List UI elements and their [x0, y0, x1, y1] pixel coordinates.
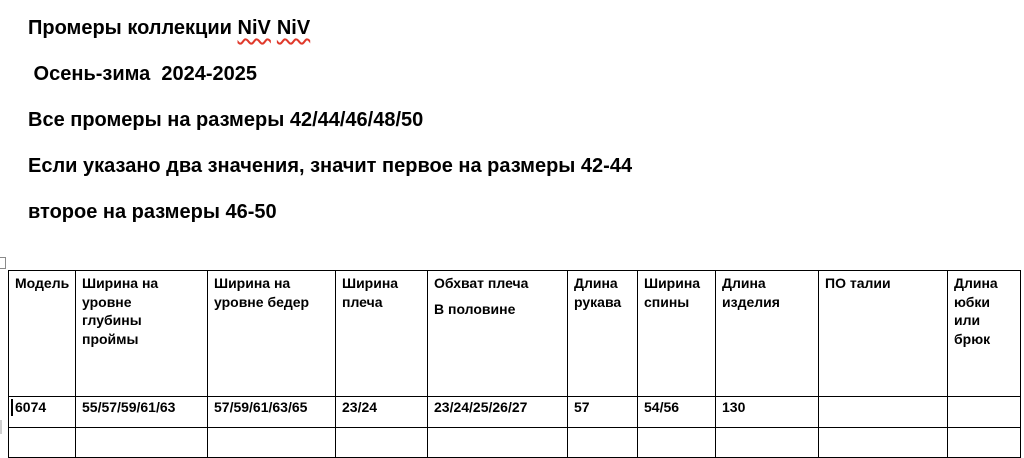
cell-sleeve-length[interactable]: 57 — [567, 396, 638, 428]
cell-waist[interactable] — [818, 396, 948, 428]
doc-season-line[interactable]: Осень-зима 2024-2025 — [28, 63, 258, 85]
cell-back-width[interactable]: 54/56 — [637, 396, 716, 428]
col-header-back-width[interactable]: Ширина спины — [637, 270, 716, 397]
page-edge-mark — [0, 420, 2, 434]
table-header-row: Модель Ширина на уровне глубины проймы Ш… — [8, 270, 1021, 397]
cell-hip-width[interactable]: 57/59/61/63/65 — [207, 396, 336, 428]
col-header-shoulder-width[interactable]: Ширина плеча — [335, 270, 428, 397]
cell-skirt-length[interactable] — [947, 396, 1021, 428]
cell-armhole-width[interactable]: 55/57/59/61/63 — [75, 396, 208, 428]
col-header-waist[interactable]: ПО талии — [818, 270, 948, 397]
empty-cell[interactable] — [637, 427, 716, 458]
empty-cell[interactable] — [75, 427, 208, 458]
empty-cell[interactable] — [335, 427, 428, 458]
cell-arm-girth[interactable]: 23/24/25/26/27 — [427, 396, 568, 428]
doc-note-line-2[interactable]: второе на размеры 46-50 — [28, 201, 277, 223]
doc-note-line-1[interactable]: Если указано два значения, значит первое… — [28, 155, 633, 177]
empty-cell[interactable] — [567, 427, 638, 458]
col-header-skirt-length[interactable]: Длина юбки или брюк — [947, 270, 1021, 397]
table-next-row-clipped — [8, 427, 1021, 458]
measurements-table: Модель Ширина на уровне глубины проймы Ш… — [8, 270, 1021, 458]
empty-cell[interactable] — [947, 427, 1021, 458]
cell-shoulder-width[interactable]: 23/24 — [335, 396, 428, 428]
cell-item-length[interactable]: 130 — [715, 396, 819, 428]
col-header-sleeve-length[interactable]: Длина рукава — [567, 270, 638, 397]
col-header-arm-girth[interactable]: Обхват плеча В половине — [427, 270, 568, 397]
col-header-item-length[interactable]: Длина изделия — [715, 270, 819, 397]
text-cursor — [11, 399, 13, 416]
col-header-armhole-width[interactable]: Ширина на уровне глубины проймы — [75, 270, 208, 397]
doc-title-line[interactable]: Промеры коллекции NiV NiV — [28, 16, 310, 40]
table-row-6074: 6074 55/57/59/61/63 57/59/61/63/65 23/24… — [8, 396, 1021, 428]
col-header-model[interactable]: Модель — [8, 270, 76, 397]
empty-cell[interactable] — [818, 427, 948, 458]
empty-cell[interactable] — [8, 427, 76, 458]
brand-word-2: NiV — [276, 17, 311, 39]
empty-cell[interactable] — [715, 427, 819, 458]
cell-model[interactable]: 6074 — [8, 396, 76, 428]
doc-title-prefix: Промеры коллекции — [28, 17, 238, 39]
doc-sizes-line[interactable]: Все промеры на размеры 42/44/46/48/50 — [28, 109, 424, 131]
empty-cell[interactable] — [207, 427, 336, 458]
brand-word-1: NiV — [237, 17, 271, 39]
col-header-hip-width[interactable]: Ширина на уровне бедер — [207, 270, 336, 397]
empty-cell[interactable] — [427, 427, 568, 458]
table-move-handle[interactable] — [0, 257, 6, 269]
